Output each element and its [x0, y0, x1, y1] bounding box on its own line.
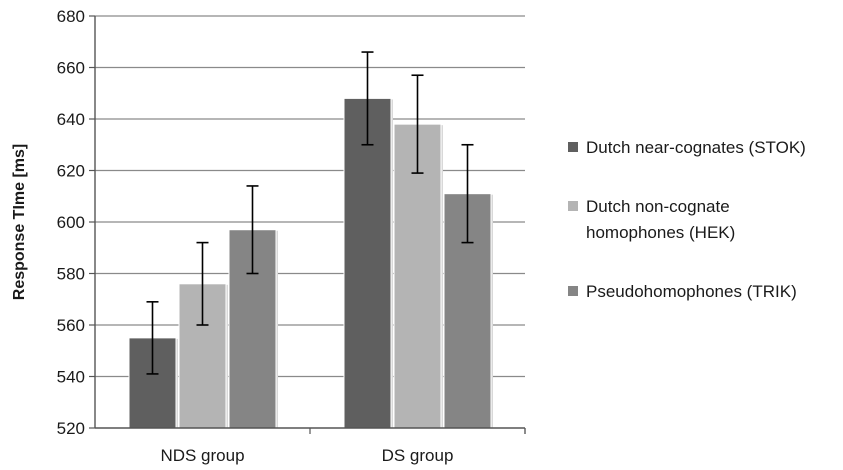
- x-category-label: NDS group: [160, 446, 244, 465]
- y-tick-label: 660: [57, 59, 85, 78]
- legend-label-line: Pseudohomophones (TRIK): [586, 282, 797, 301]
- legend-label-line: Dutch non-cognate: [586, 197, 730, 216]
- legend-swatch: [568, 286, 578, 296]
- x-category-label: DS group: [382, 446, 454, 465]
- bars: [128, 97, 493, 429]
- bar: [343, 97, 392, 429]
- y-tick-label: 680: [57, 7, 85, 26]
- y-tick-label: 540: [57, 368, 85, 387]
- legend-swatch: [568, 201, 578, 211]
- legend-label: Dutch near-cognates (STOK): [586, 138, 806, 157]
- y-tick-label: 640: [57, 110, 85, 129]
- y-tick-label: 580: [57, 265, 85, 284]
- legend-label: Dutch non-cognate homophones (HEK): [586, 197, 735, 242]
- bar: [393, 123, 442, 429]
- legend-label-line: homophones (HEK): [586, 223, 735, 242]
- error-bars: [146, 51, 474, 375]
- legend-label: Pseudohomophones (TRIK): [586, 282, 797, 301]
- y-axis-label: Response TIme [ms]: [11, 144, 28, 300]
- legend-swatch: [568, 142, 578, 152]
- y-tick-label: 600: [57, 213, 85, 232]
- axes: 520 540 560 580 600 620 640 660 680 NDS group DS g…: [57, 7, 526, 465]
- legend: Dutch near-cognates (STOK) Dutch non-cogn…: [568, 138, 806, 301]
- y-tick-label: 520: [57, 419, 85, 438]
- legend-label-line: Dutch near-cognates (STOK): [586, 138, 806, 157]
- gridlines: [95, 15, 525, 378]
- y-tick-label: 620: [57, 162, 85, 181]
- y-tick-label: 560: [57, 316, 85, 335]
